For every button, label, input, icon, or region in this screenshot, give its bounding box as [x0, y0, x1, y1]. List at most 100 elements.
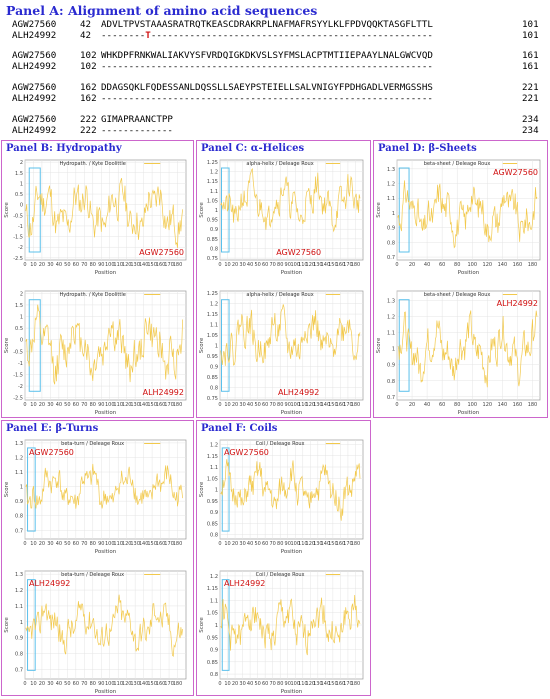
x-tick-label: 80	[277, 681, 283, 687]
y-tick-label: 1	[392, 211, 395, 217]
x-axis-label: Position	[281, 410, 303, 415]
x-tick-label: 0	[218, 262, 221, 268]
x-tick-label: 180	[173, 681, 183, 687]
x-tick-label: 120	[122, 402, 132, 408]
sequence-label: AGW27560	[139, 248, 184, 257]
sequence-label: AGW27560	[276, 248, 321, 257]
x-tick-label: 100	[290, 402, 300, 408]
x-tick-label: 20	[409, 402, 415, 408]
x-tick-label: 180	[351, 681, 361, 687]
y-tick-label: 0.8	[210, 246, 218, 252]
sequence-label: AGW27560	[493, 168, 538, 177]
y-tick-label: 0.85	[207, 237, 218, 243]
x-tick-label: 40	[424, 402, 430, 408]
x-tick-label: 140	[498, 262, 508, 268]
x-tick-label: 120	[483, 262, 493, 268]
y-tick-label: 0.8	[15, 652, 23, 658]
y-tick-label: 0.75	[207, 396, 218, 402]
y-tick-label: 2	[20, 291, 23, 297]
alignment-row: ALH24992 162 -----------------------------…	[12, 94, 539, 104]
x-tick-label: 160	[336, 541, 346, 547]
y-tick-label: 1	[215, 623, 218, 629]
y-tick-label: 1.15	[207, 179, 218, 185]
x-tick-label: 20	[39, 541, 45, 547]
seq-residues: ----------------------------------------…	[101, 93, 433, 104]
y-tick-label: 1.15	[207, 454, 218, 460]
x-tick-label: 80	[454, 262, 460, 268]
x-tick-label: 110	[113, 541, 123, 547]
x-tick-label: 0	[23, 262, 26, 268]
x-tick-label: 150	[328, 681, 338, 687]
sequence-label: ALH24992	[497, 299, 538, 308]
y-tick-label: 0.7	[387, 255, 395, 261]
x-tick-label: 90	[285, 541, 291, 547]
series-line	[25, 177, 183, 248]
x-tick-label: 60	[262, 681, 268, 687]
y-tick-label: 1	[215, 344, 218, 350]
series-line	[220, 304, 361, 366]
seq-end: 101	[522, 19, 539, 30]
x-tick-label: 150	[147, 402, 157, 408]
x-tick-label: 70	[81, 402, 87, 408]
x-tick-label: 80	[277, 402, 283, 408]
x-tick-label: 160	[156, 402, 166, 408]
x-tick-label: 170	[164, 402, 174, 408]
seq-end: 161	[522, 50, 539, 61]
seq-end: 221	[522, 82, 539, 93]
x-tick-label: 100	[105, 681, 115, 687]
x-tick-label: 40	[56, 402, 62, 408]
seq-start: 222	[80, 114, 97, 125]
y-tick-label: 1.3	[387, 299, 395, 305]
x-tick-label: 20	[409, 262, 415, 268]
x-tick-label: 40	[247, 681, 253, 687]
x-tick-label: 120	[306, 681, 316, 687]
highlight-box	[28, 299, 41, 392]
series-line	[397, 310, 538, 388]
highlight-box	[27, 579, 36, 671]
y-tick-label: 1.05	[207, 476, 218, 482]
x-tick-label: 90	[98, 262, 104, 268]
y-tick-label: 2	[20, 160, 23, 166]
plot-turn-agw27560: 0.7 0.8 0.9 1 1.1 1.2 1.3 0 10 20 30 40 50 60 70 80 90 10…	[4, 439, 187, 554]
seq-name: AGW27560	[12, 82, 57, 93]
x-tick-label: 0	[23, 541, 26, 547]
plot-sheet-agw27560: 0.7 0.8 0.9 1 1.1 1.2 1.3 0 20 40 60 80 100 120 140 160…	[376, 159, 541, 275]
x-tick-label: 180	[173, 402, 183, 408]
plot-title: alpha-helix / Deleage Roux	[246, 161, 313, 167]
x-tick-label: 150	[147, 262, 157, 268]
x-tick-label: 170	[164, 681, 174, 687]
x-tick-label: 140	[498, 402, 508, 408]
x-tick-label: 80	[90, 262, 96, 268]
x-tick-label: 50	[64, 541, 70, 547]
y-tick-label: -2	[18, 384, 23, 390]
panel-f-title: Panel F: Coils	[201, 423, 278, 434]
seq-residues: GIMAPRAANCTPP	[101, 114, 173, 125]
seq-start: 102	[80, 61, 97, 72]
x-tick-label: 180	[351, 402, 361, 408]
highlight-box	[221, 579, 230, 671]
x-tick-label: 130	[130, 681, 140, 687]
x-tick-label: 150	[147, 681, 157, 687]
x-tick-label: 160	[513, 402, 523, 408]
y-tick-label: 0.9	[387, 226, 395, 232]
series-line	[220, 167, 361, 233]
x-tick-label: 70	[81, 262, 87, 268]
x-tick-label: 130	[313, 402, 323, 408]
x-tick-label: 160	[336, 402, 346, 408]
series-line	[25, 304, 183, 385]
x-axis-label: Position	[95, 689, 117, 694]
x-tick-label: 160	[336, 262, 346, 268]
y-tick-label: -2	[18, 245, 23, 251]
x-tick-label: 50	[254, 402, 260, 408]
alignment-row: AGW27560 102 WHKDPFRNKWALIAKVYSFVRDQIGKDKV…	[12, 51, 539, 61]
x-tick-label: 60	[439, 402, 445, 408]
x-tick-label: 120	[306, 262, 316, 268]
x-tick-label: 180	[173, 262, 183, 268]
y-axis-label: Score	[376, 202, 382, 218]
x-tick-label: 70	[269, 402, 275, 408]
y-axis-label: Score	[199, 617, 205, 633]
x-tick-label: 150	[328, 541, 338, 547]
x-tick-label: 0	[395, 402, 398, 408]
plot-title: alpha-helix / Deleage Roux	[246, 292, 313, 298]
